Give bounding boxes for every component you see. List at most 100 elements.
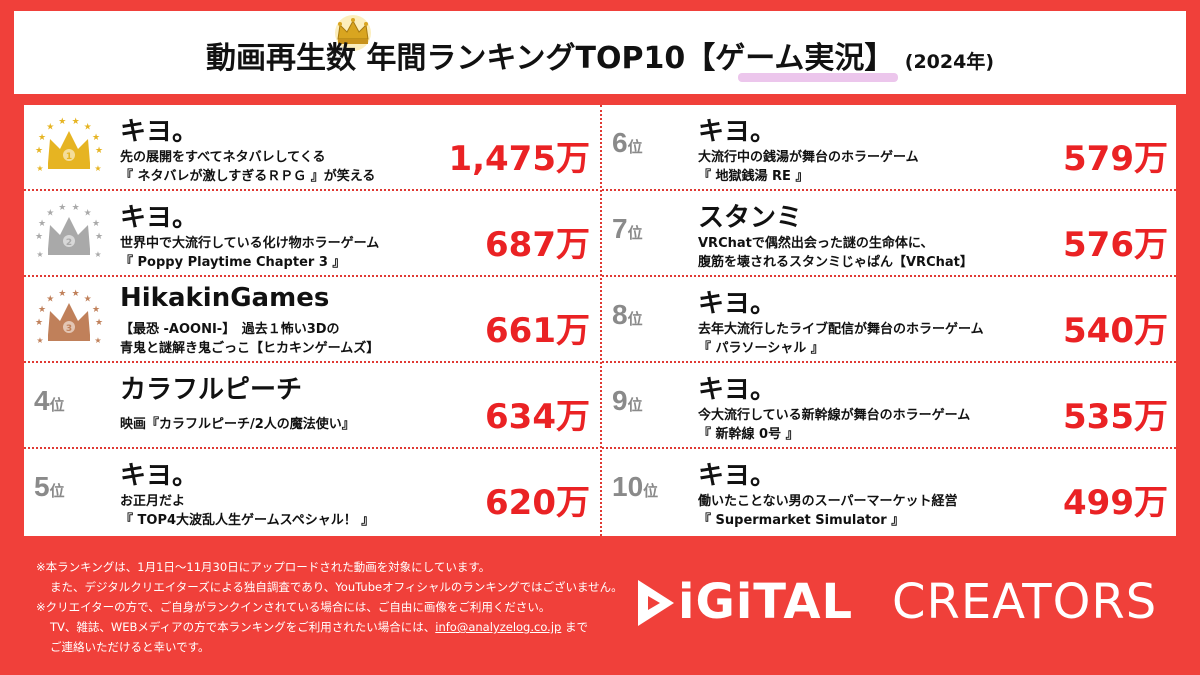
medal-rank-number: 1 [66,152,72,162]
svg-text:★: ★ [58,203,66,213]
video-title: 働いたことない男のスーパーマーケット経営『 Supermarket Simula… [698,492,957,530]
channel-name: キヨ。 [120,117,199,147]
svg-text:★: ★ [38,133,46,143]
header-banner: 動画再生数 年間ランキングTOP10【ゲーム実況】 (2024年) [14,11,1186,94]
channel-name: HikakinGames [120,283,330,313]
video-title: 大流行中の銭湯が舞台のホラーゲーム『 地獄銭湯 RE 』 [698,148,919,186]
video-title-line: 去年大流行したライブ配信が舞台のホラーゲーム [698,322,984,337]
svg-text:★: ★ [46,295,54,305]
video-title: 【最恐 -AOONI-】 過去１怖い3Dの 青鬼と謎解き鬼ごっこ【ヒカキンゲームズ… [120,320,379,358]
logo-creators-text: CREATORS [892,574,1158,630]
svg-text:★: ★ [92,133,100,143]
ranking-row: ★ ★ ★ ★ ★ ★ ★ ★ ★ ★ 2 キヨ。 世界中で大流行している化け物ホラーゲーム『 Po… [24,191,598,277]
ranking-board: ★ ★ ★ ★ ★ ★ ★ ★ ★ ★ 1 キヨ。 先の展開をすべてネタバレしてくる『 ネタバレが激… [24,105,1176,536]
svg-text:★: ★ [38,305,46,315]
svg-text:★: ★ [46,209,54,219]
svg-text:★: ★ [94,250,101,259]
svg-text:★: ★ [94,164,101,173]
svg-text:★: ★ [35,146,43,156]
ranking-row: 6位 キヨ。 大流行中の銭湯が舞台のホラーゲーム『 地獄銭湯 RE 』 579万 [602,105,1176,191]
ranking-row: 5位 キヨ。 お正月だよ『 TOP4大波乱人生ゲームスペシャル！ 』 620万 [24,449,598,535]
view-count: 535万 [1063,397,1168,437]
medal-rank-number: 3 [66,324,72,334]
ranking-row: 10位 キヨ。 働いたことない男のスーパーマーケット経営『 Supermarket … [602,449,1176,535]
digital-creators-logo: iGiTAL CREATORS [634,568,1174,638]
svg-text:★: ★ [58,117,66,127]
svg-text:★: ★ [35,232,43,242]
silver-crown-icon: ★★★★ ★★★★★ ★ 2 [35,203,103,259]
svg-text:★: ★ [84,209,92,219]
svg-text:★: ★ [58,289,66,299]
video-title-line: 『 パラソーシャル 』 [698,341,824,356]
channel-name: キヨ。 [698,117,777,147]
channel-name: キヨ。 [698,375,777,405]
svg-text:★: ★ [94,336,101,345]
svg-text:★: ★ [46,123,54,133]
video-title: 映画『カラフルピーチ/2人の魔法使い』 [120,415,355,434]
svg-text:★: ★ [38,219,46,229]
column-divider [600,105,602,536]
rank-number: 8位 [612,299,643,330]
channel-name: キヨ。 [120,203,199,233]
view-count: 634万 [485,397,590,437]
page-title: 動画再生数 年間ランキングTOP10【ゲーム実況】 (2024年) [14,33,1186,77]
video-title-line: 世界中で大流行している化け物ホラーゲーム [120,236,380,251]
footer-note-5: ご連絡いただけると幸いです。 [50,640,210,654]
svg-text:★: ★ [95,232,103,242]
contact-email-link[interactable]: info@analyzelog.co.jp [435,620,562,634]
crown-icon [335,15,371,51]
channel-name: キヨ。 [698,461,777,491]
channel-name: スタンミ [698,203,803,233]
footer-note-4: TV、雑誌、WEBメディアの方で本ランキングをご利用されたい場合には、info@… [36,617,626,637]
footer-note-2: また、デジタルクリエイターズによる独自調査であり、YouTubeオフィシャルのラ… [50,580,623,594]
view-count: 661万 [485,311,590,351]
video-title-line: 働いたことない男のスーパーマーケット経営 [698,494,958,509]
rank-number: 6位 [612,127,643,158]
rank-number: 5位 [34,471,65,502]
ranking-row: 4位 カラフルピーチ映画『カラフルピーチ/2人の魔法使い』 634万 [24,363,598,449]
video-title: VRChatで偶然出会った謎の生命体に、 腹筋を壊されるスタンミじゃぱん【VRCh… [698,234,973,272]
video-title-line: 映画『カラフルピーチ/2人の魔法使い』 [120,417,355,432]
view-count: 1,475万 [448,139,590,179]
video-title: 去年大流行したライブ配信が舞台のホラーゲーム『 パラソーシャル 』 [698,320,984,358]
video-title: 世界中で大流行している化け物ホラーゲーム『 Poppy Playtime Cha… [120,234,379,272]
video-title-line: 『 TOP4大波乱人生ゲームスペシャル！ 』 [120,513,375,528]
video-title-line: 青鬼と謎解き鬼ごっこ【ヒカキンゲームズ】 [120,341,380,356]
video-title-line: 大流行中の銭湯が舞台のホラーゲーム [698,150,919,165]
footer-note-4-text: TV、雑誌、WEBメディアの方で本ランキングをご利用されたい場合には、 [50,620,436,634]
video-title: お正月だよ『 TOP4大波乱人生ゲームスペシャル！ 』 [120,492,374,530]
video-title-line: 先の展開をすべてネタバレしてくる [120,150,326,165]
video-title: 先の展開をすべてネタバレしてくる『 ネタバレが激しすぎるＲＰＧ 』が笑える [120,148,375,186]
video-title: 今大流行している新幹線が舞台のホラーゲーム『 新幹線 0号 』 [698,406,970,444]
svg-text:★: ★ [84,295,92,305]
title-year: (2024年) [904,51,995,73]
ranking-row: ★ ★ ★ ★ ★ ★ ★ ★ ★ ★ 3 HikakinGames 【最恐 -AOONI-】 過去… [24,277,598,363]
svg-text:★: ★ [72,203,80,213]
footer-note-3: ※クリエイターの方で、ご自身がランクインされている場合には、ご自由に画像をご利用… [36,600,551,614]
channel-name: カラフルピーチ [120,375,303,405]
view-count: 499万 [1063,483,1168,523]
ranking-row: 8位 キヨ。 去年大流行したライブ配信が舞台のホラーゲーム『 パラソーシャル 』 54… [602,277,1176,363]
ranking-row: 7位 スタンミ VRChatで偶然出会った謎の生命体に、 腹筋を壊されるスタンミじゃぱ… [602,191,1176,277]
video-title-line: 『 地獄銭湯 RE 』 [698,169,809,184]
svg-text:★: ★ [35,318,43,328]
logo-d-mark-icon [638,580,674,626]
footer-note-1: ※本ランキングは、1月1日〜11月30日にアップロードされた動画を対象にしていま… [36,560,491,574]
video-title-line: お正月だよ [120,494,186,509]
rank-number: 4位 [34,385,65,416]
gold-crown-icon: ★★★★ ★★★★★ ★ 1 [35,117,103,173]
svg-text:★: ★ [72,117,80,127]
title-highlight [738,73,898,82]
svg-text:★: ★ [95,318,103,328]
svg-text:★: ★ [36,250,43,259]
rank-number: 7位 [612,213,643,244]
svg-text:★: ★ [95,146,103,156]
rank-number: 9位 [612,385,643,416]
footer-notes: ※本ランキングは、1月1日〜11月30日にアップロードされた動画を対象にしていま… [36,557,626,657]
channel-name: キヨ。 [120,461,199,491]
channel-name: キヨ。 [698,289,777,319]
view-count: 579万 [1063,139,1168,179]
video-title-line: 腹筋を壊されるスタンミじゃぱん【VRChat】 [698,255,973,270]
logo-digital-text: iGiTAL [678,574,854,630]
video-title-line: 『 Supermarket Simulator 』 [698,513,905,528]
